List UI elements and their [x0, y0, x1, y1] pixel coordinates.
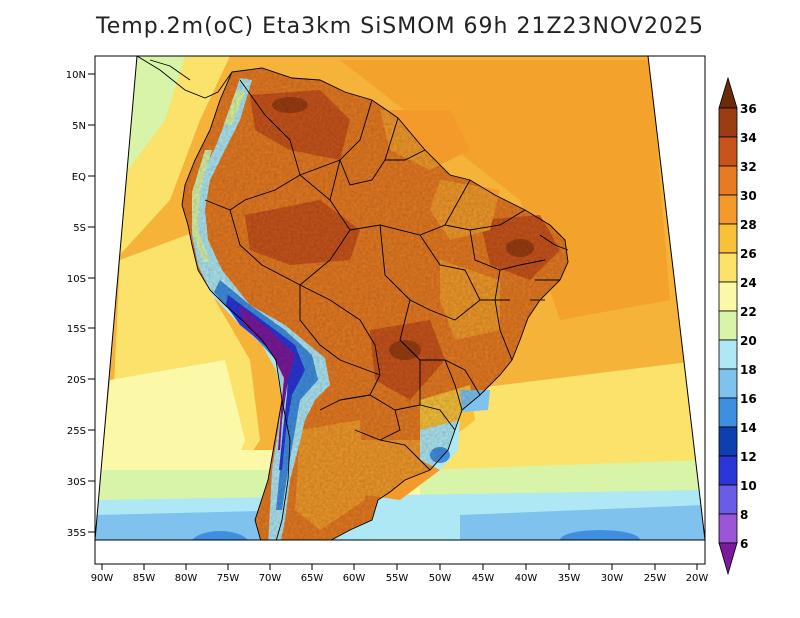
- lat-label-10n: 10N: [66, 70, 86, 81]
- colorbar-swatch: [718, 281, 738, 312]
- lat-label-25s: 25S: [67, 426, 86, 437]
- lon-label-85w: 85W: [133, 573, 156, 584]
- colorbar-swatch: [718, 426, 738, 457]
- colorbar-label: 10: [740, 479, 757, 493]
- colorbar-label: 16: [740, 392, 757, 406]
- forecast-field: [95, 56, 705, 540]
- latitude-axis: 10N 5N EQ 5S 10S 15S 20S 25S 30S 35S: [66, 70, 95, 539]
- colorbar-swatch: [718, 513, 738, 544]
- lon-label-25w: 25W: [644, 573, 667, 584]
- colorbar-label: 12: [740, 450, 757, 464]
- colorbar-swatch: [718, 165, 738, 196]
- colorbar-label: 18: [740, 363, 757, 377]
- colorbar-label: 26: [740, 247, 757, 261]
- colorbar-label: 6: [740, 537, 748, 551]
- lat-label-10s: 10S: [67, 274, 86, 285]
- lat-label-15s: 15S: [67, 324, 86, 335]
- colorbar-top-arrow: [718, 76, 738, 109]
- lon-label-90w: 90W: [91, 573, 114, 584]
- lon-label-35w: 35W: [558, 573, 581, 584]
- colorbar-swatch: [718, 397, 738, 428]
- lat-label-20s: 20S: [67, 375, 86, 386]
- colorbar-label: 36: [740, 102, 757, 116]
- longitude-axis: 90W 85W 80W 75W 70W 65W 60W 55W 50W 45W …: [91, 564, 709, 584]
- lat-label-5n: 5N: [72, 121, 86, 132]
- colorbar-swatch: [718, 223, 738, 254]
- lon-label-80w: 80W: [175, 573, 198, 584]
- colorbar-swatch: [718, 136, 738, 167]
- lon-label-55w: 55W: [386, 573, 409, 584]
- lat-label-30s: 30S: [67, 477, 86, 488]
- lon-label-50w: 50W: [429, 573, 452, 584]
- colorbar-label: 34: [740, 131, 757, 145]
- lat-label-35s: 35S: [67, 528, 86, 539]
- plot-border: [94, 55, 706, 565]
- colorbar-label: 24: [740, 276, 757, 290]
- colorbar-swatch: [718, 107, 738, 138]
- lon-label-75w: 75W: [217, 573, 240, 584]
- colorbar-swatch: [718, 368, 738, 399]
- colorbar-swatch: [718, 339, 738, 370]
- colorbar-swatch: [718, 194, 738, 225]
- colorbar-label: 8: [740, 508, 748, 522]
- colorbar-swatch: [718, 310, 738, 341]
- colorbar-label: 28: [740, 218, 757, 232]
- colorbar-swatch: [718, 252, 738, 283]
- colorbar-label: 20: [740, 334, 757, 348]
- colorbar-label: 32: [740, 160, 757, 174]
- lat-label-eq: EQ: [72, 172, 86, 183]
- colorbar-label: 14: [740, 421, 757, 435]
- lon-label-20w: 20W: [686, 573, 709, 584]
- lon-label-70w: 70W: [259, 573, 282, 584]
- lon-label-30w: 30W: [601, 573, 624, 584]
- lon-label-45w: 45W: [472, 573, 495, 584]
- colorbar: 36 34 32 30 28 26 24 22 20 18 16 14 12 1…: [718, 76, 757, 576]
- colorbar-label: 30: [740, 189, 757, 203]
- colorbar-bottom-arrow: [718, 542, 738, 576]
- country-borders: [136, 56, 569, 540]
- colorbar-swatch: [718, 484, 738, 515]
- lon-label-60w: 60W: [343, 573, 366, 584]
- lat-label-5s: 5S: [73, 223, 86, 234]
- colorbar-swatch: [718, 455, 738, 486]
- lon-label-40w: 40W: [515, 573, 538, 584]
- map-title: Temp.2m(oC) Eta3km SiSMOM 69h 21Z23NOV20…: [96, 14, 704, 39]
- colorbar-label: 22: [740, 305, 757, 319]
- lon-label-65w: 65W: [301, 573, 324, 584]
